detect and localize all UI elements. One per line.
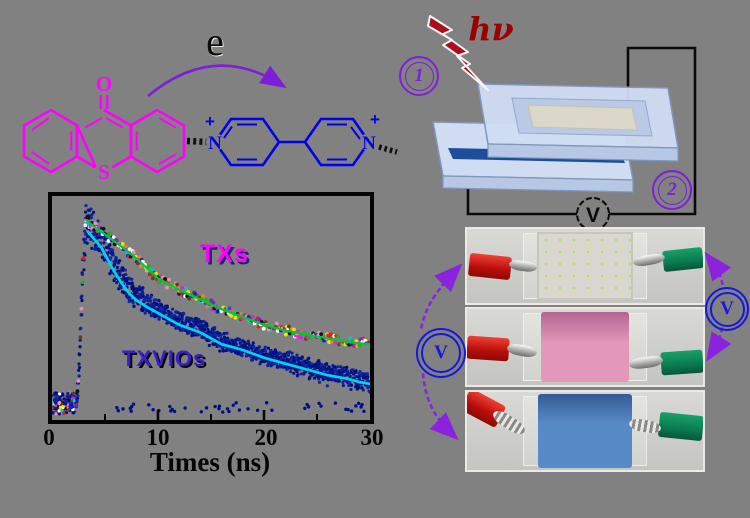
hv-label: hν (468, 10, 513, 48)
voltmeter-label: V (586, 204, 600, 227)
x-tick-30: 30 (360, 425, 384, 450)
lightning-bolt-icon (427, 15, 489, 91)
wire-left (466, 184, 577, 216)
electron-label: e (206, 19, 224, 64)
active-area (527, 104, 638, 131)
series-label-txs: TXs (200, 240, 249, 268)
step-1-number: 1 (404, 61, 434, 91)
green-clip (662, 246, 703, 273)
nitrogen-right-charge: + (370, 110, 380, 129)
electron-transfer-arrow (147, 64, 287, 98)
red-clip (467, 335, 510, 362)
step-2-number: 2 (657, 175, 687, 205)
green-clip (657, 411, 703, 442)
active-square-pink (541, 312, 629, 382)
viologen-structure (213, 117, 371, 167)
nitrogen-right-label: N (362, 133, 376, 154)
voltage-label-left: V (421, 333, 461, 373)
photo-device-colorless (465, 227, 705, 305)
nitrogen-left-charge: + (205, 112, 215, 131)
decay-chart: TXs TXVIOs (48, 192, 374, 424)
molecular-scheme: O S N + N + e (22, 19, 398, 184)
voltage-circle-right: V (705, 287, 749, 331)
carbonyl-o-label: O (96, 72, 112, 96)
glass-slide-top (477, 83, 679, 162)
voltage-arrow-left-up (419, 263, 463, 331)
voltage-arrow-left-down (421, 372, 459, 441)
voltmeter-circle (576, 197, 610, 231)
x-tick-20: 20 (254, 425, 278, 450)
series-label-txvios: TXVIOs (122, 346, 207, 371)
wire-right (609, 46, 697, 216)
dotted-bond (186, 137, 210, 146)
x-axis-title: Times (ns) (149, 447, 271, 477)
voltage-arrow-right-down (706, 326, 732, 362)
red-clip (467, 252, 513, 281)
x-tick-0: 0 (43, 425, 55, 450)
photo-device-blue (465, 390, 705, 472)
step-circle-1: 1 (399, 56, 439, 96)
active-square-blue (538, 394, 632, 468)
nitrogen-left-label: N (208, 133, 222, 154)
electrochromic-device-schematic: hν V (427, 10, 697, 231)
step-circle-2: 2 (652, 170, 692, 210)
sulfur-label: S (98, 160, 110, 184)
decay-chart-plot-area (52, 203, 370, 420)
voltage-arrow-right-up (704, 251, 732, 289)
photo-device-pink (465, 307, 705, 387)
voltage-label-right: V (709, 291, 745, 327)
x-tick-10: 10 (146, 425, 170, 450)
voltage-circle-left: V (416, 328, 466, 378)
green-clip (660, 349, 703, 376)
active-square-colorless (537, 232, 633, 300)
thioxanthone-structure (22, 95, 186, 174)
